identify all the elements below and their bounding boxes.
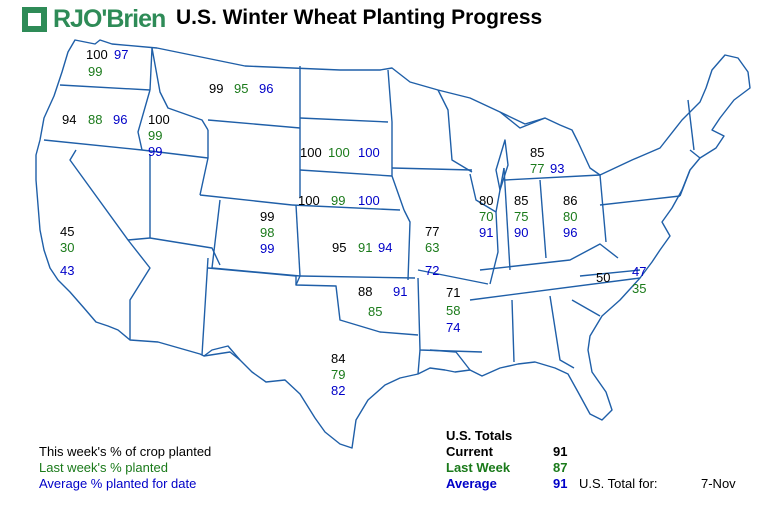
nc-current: 50 — [596, 270, 611, 285]
ks-average: 94 — [378, 240, 393, 255]
mt-last-week: 95 — [234, 81, 249, 96]
mi-last-week: 77 — [530, 161, 545, 176]
id-current: 100 — [148, 112, 170, 127]
il-average: 91 — [479, 225, 494, 240]
report-date: 7-Nov — [701, 476, 736, 491]
totals-last-week-value: 87 — [553, 460, 568, 475]
legend-current: This week's % of crop planted — [39, 444, 212, 459]
nc-average: 47 — [632, 264, 647, 279]
tx-current: 84 — [331, 351, 346, 366]
totals-current-value: 91 — [553, 444, 568, 459]
us-outline — [35, 39, 751, 449]
co-last-week: 98 — [260, 225, 275, 240]
sd-average: 100 — [358, 145, 380, 160]
ca-average: 43 — [60, 263, 75, 278]
oh-last-week: 80 — [563, 209, 578, 224]
totals-last-week-label: Last Week — [446, 460, 511, 475]
mi-average: 93 — [550, 161, 565, 176]
ne-average: 100 — [358, 193, 380, 208]
or-current: 94 — [62, 112, 77, 127]
logo-mark — [22, 7, 47, 32]
sd-last-week: 100 — [328, 145, 350, 160]
ar-last-week: 58 — [446, 303, 461, 318]
tx-average: 82 — [331, 383, 346, 398]
logo-text: RJO'Brien — [53, 5, 166, 33]
wa-current: 100 — [86, 47, 108, 62]
co-average: 99 — [260, 241, 275, 256]
mi-current: 85 — [530, 145, 545, 160]
ar-average: 74 — [446, 320, 461, 335]
tx-last-week: 79 — [331, 367, 346, 382]
ok-average: 91 — [393, 284, 408, 299]
mo-last-week: 63 — [425, 240, 440, 255]
legend-average: Average % planted for date — [39, 476, 197, 491]
or-average: 96 — [113, 112, 128, 127]
in-last-week: 75 — [514, 209, 529, 224]
ca-current: 45 — [60, 224, 75, 239]
map-title: U.S. Winter Wheat Planting Progress — [176, 6, 543, 29]
mo-current: 77 — [425, 224, 440, 239]
oh-average: 96 — [563, 225, 578, 240]
state-borders — [43, 47, 701, 375]
ok-current: 88 — [358, 284, 373, 299]
mt-current: 99 — [209, 81, 224, 96]
rjobrien-logo: RJO'Brien — [22, 5, 166, 34]
totals-heading: U.S. Totals — [446, 428, 513, 443]
mo-average: 72 — [425, 263, 440, 278]
sd-current: 100 — [300, 145, 322, 160]
ne-current: 100 — [298, 193, 320, 208]
ks-last-week: 91 — [358, 240, 373, 255]
id-last-week: 99 — [148, 128, 163, 143]
or-last-week: 88 — [88, 112, 103, 127]
totals-current-label: Current — [446, 444, 493, 459]
total-for-label: U.S. Total for: — [579, 476, 658, 491]
wa-last-week: 99 — [88, 64, 103, 79]
legend-last-week: Last week's % planted — [39, 460, 168, 475]
totals-average-label: Average — [446, 476, 497, 491]
ar-current: 71 — [446, 285, 461, 300]
wa-average: 97 — [114, 47, 129, 62]
oh-current: 86 — [563, 193, 578, 208]
id-average: 99 — [148, 144, 163, 159]
nc-last-week: 35 — [632, 281, 647, 296]
co-current: 99 — [260, 209, 275, 224]
il-current: 80 — [479, 193, 494, 208]
in-average: 90 — [514, 225, 529, 240]
ne-last-week: 99 — [331, 193, 346, 208]
in-current: 85 — [514, 193, 529, 208]
il-last-week: 70 — [479, 209, 494, 224]
ok-last-week: 85 — [368, 304, 383, 319]
ca-last-week: 30 — [60, 240, 75, 255]
mt-average: 96 — [259, 81, 274, 96]
ks-current: 95 — [332, 240, 347, 255]
totals-average-value: 91 — [553, 476, 568, 491]
